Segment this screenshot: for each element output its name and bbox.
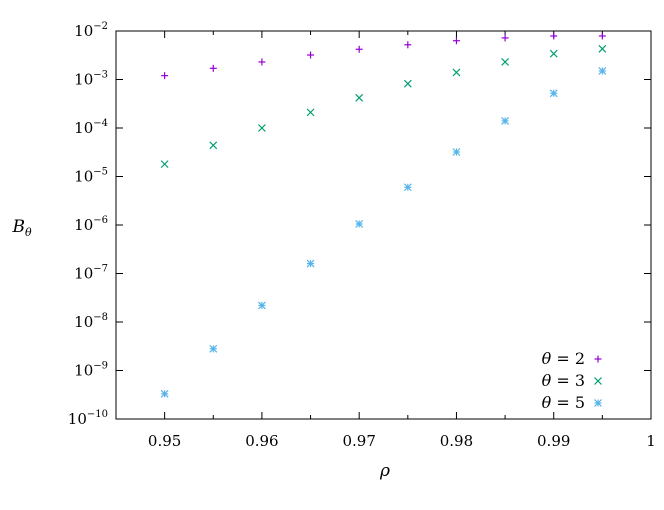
data-point — [404, 41, 412, 49]
data-point — [501, 116, 510, 125]
data-point — [452, 68, 461, 77]
x-axis-label: ρ — [379, 461, 390, 481]
data-point — [160, 160, 169, 169]
data-point — [209, 344, 218, 353]
data-point — [306, 259, 315, 268]
x-tick-label: 0.99 — [537, 432, 570, 450]
y-axis-label: Bθ — [11, 217, 32, 239]
data-point — [355, 220, 364, 228]
legend-marker — [594, 377, 602, 385]
y-tick-label: 10−10 — [68, 409, 108, 428]
data-point — [598, 44, 607, 53]
legend-marker — [594, 399, 602, 407]
data-point — [258, 58, 266, 66]
data-point — [306, 108, 315, 117]
data-point — [257, 301, 266, 310]
legend: θ = 2 θ = 3 θ = 5 — [542, 349, 602, 412]
data-point — [161, 72, 169, 80]
data-point — [355, 93, 364, 102]
legend-label: θ = 2 — [542, 349, 585, 368]
data-point — [598, 32, 606, 40]
data-point — [355, 45, 363, 53]
y-tick-label: 10−8 — [74, 312, 108, 331]
tick-labels: 0.95 0.96 0.97 0.98 0.99 1 10−10 10−9 10−8 10−7 10… — [68, 21, 656, 450]
data-point — [598, 67, 607, 75]
legend-label: θ = 5 — [542, 393, 585, 412]
y-axis-label-subscript: θ — [25, 226, 32, 239]
x-tick-label: 0.95 — [148, 432, 181, 450]
data-point — [209, 141, 218, 150]
y-tick-label: 10−6 — [74, 215, 108, 234]
x-tick-label: 0.96 — [245, 432, 278, 450]
data-point — [549, 89, 558, 98]
data-point — [452, 37, 460, 45]
data-point — [257, 124, 266, 132]
y-axis-label-main: B — [11, 217, 25, 237]
y-tick-label: 10−3 — [74, 70, 108, 89]
data-point — [501, 34, 509, 42]
legend-marker — [594, 355, 602, 363]
data-point — [549, 49, 558, 58]
y-tick-label: 10−5 — [74, 167, 108, 186]
x-tick-label: 0.97 — [342, 432, 375, 450]
legend-label: θ = 3 — [542, 371, 585, 390]
data-point — [403, 79, 412, 88]
data-points — [160, 32, 607, 398]
x-tick-label: 1 — [646, 432, 656, 450]
data-point — [403, 183, 412, 192]
y-tick-label: 10−4 — [74, 118, 108, 137]
data-point — [452, 148, 461, 156]
data-point — [550, 32, 558, 40]
data-point — [501, 58, 510, 66]
data-point — [209, 64, 217, 72]
data-point — [160, 389, 169, 398]
data-point — [307, 51, 315, 59]
x-tick-label: 0.98 — [440, 432, 473, 450]
y-tick-label: 10−7 — [74, 264, 108, 283]
y-tick-label: 10−9 — [74, 361, 108, 380]
y-tick-label: 10−2 — [74, 21, 108, 40]
